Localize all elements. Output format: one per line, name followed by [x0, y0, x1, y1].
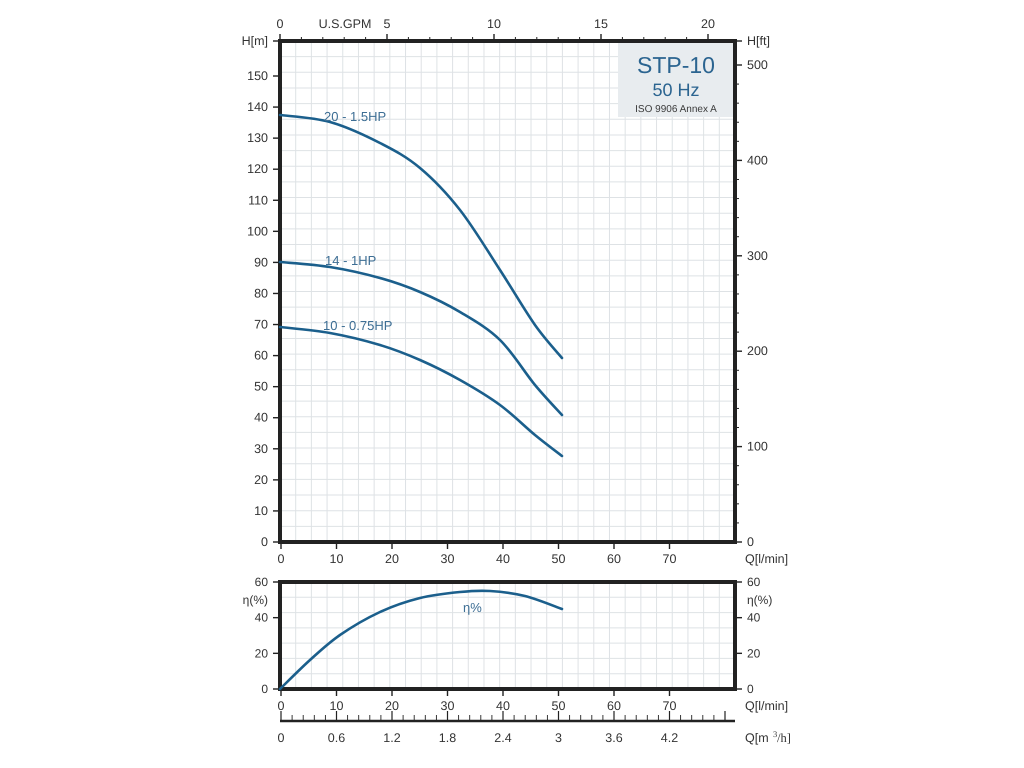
svg-text:110: 110 [248, 193, 268, 207]
svg-text:ISO 9906 Annex A: ISO 9906 Annex A [635, 104, 717, 115]
svg-text:20 - 1.5HP: 20 - 1.5HP [324, 109, 386, 124]
svg-text:4.2: 4.2 [661, 731, 678, 745]
svg-text:40: 40 [255, 611, 269, 625]
svg-text:500: 500 [747, 58, 768, 72]
svg-text:/h]: /h] [777, 731, 791, 745]
svg-text:60: 60 [747, 575, 761, 589]
svg-text:20: 20 [701, 17, 715, 31]
svg-text:2.4: 2.4 [494, 731, 511, 745]
svg-text:0.6: 0.6 [328, 731, 345, 745]
svg-text:300: 300 [747, 249, 768, 263]
svg-text:30: 30 [254, 442, 268, 456]
svg-text:70: 70 [663, 699, 677, 713]
svg-text:H[ft]: H[ft] [747, 34, 770, 48]
svg-text:80: 80 [254, 286, 268, 300]
svg-text:30: 30 [441, 699, 455, 713]
svg-text:10: 10 [330, 552, 344, 566]
svg-text:Q[l/min]: Q[l/min] [745, 699, 788, 713]
svg-text:1.8: 1.8 [439, 731, 456, 745]
svg-text:60: 60 [607, 699, 621, 713]
svg-text:70: 70 [254, 318, 268, 332]
svg-text:40: 40 [496, 552, 510, 566]
svg-text:30: 30 [441, 552, 455, 566]
svg-text:0: 0 [261, 535, 268, 549]
svg-text:η%: η% [463, 600, 482, 615]
svg-text:0: 0 [261, 682, 268, 696]
svg-text:100: 100 [247, 224, 268, 238]
svg-text:10 - 0.75HP: 10 - 0.75HP [323, 318, 392, 333]
svg-text:50 Hz: 50 Hz [652, 80, 699, 100]
svg-text:0: 0 [278, 552, 285, 566]
svg-text:20: 20 [385, 552, 399, 566]
svg-text:40: 40 [254, 411, 268, 425]
svg-text:200: 200 [747, 344, 768, 358]
svg-text:40: 40 [496, 699, 510, 713]
svg-text:140: 140 [247, 100, 268, 114]
svg-text:10: 10 [330, 699, 344, 713]
svg-text:20: 20 [385, 699, 399, 713]
svg-text:60: 60 [255, 575, 269, 589]
svg-text:20: 20 [254, 473, 268, 487]
svg-text:150: 150 [247, 69, 268, 83]
svg-text:14 - 1HP: 14 - 1HP [325, 253, 376, 268]
svg-text:40: 40 [747, 611, 761, 625]
svg-text:5: 5 [384, 17, 391, 31]
svg-text:0: 0 [277, 17, 284, 31]
svg-text:3: 3 [555, 731, 562, 745]
svg-text:15: 15 [594, 17, 608, 31]
svg-text:130: 130 [247, 131, 268, 145]
svg-text:Q[l/min]: Q[l/min] [745, 552, 788, 566]
svg-text:U.S.GPM: U.S.GPM [319, 17, 372, 31]
svg-text:100: 100 [747, 440, 768, 454]
svg-text:60: 60 [607, 552, 621, 566]
svg-text:H[m]: H[m] [242, 34, 268, 48]
svg-text:0: 0 [747, 682, 754, 696]
svg-text:10: 10 [487, 17, 501, 31]
svg-text:120: 120 [247, 162, 268, 176]
svg-text:50: 50 [552, 552, 566, 566]
svg-text:0: 0 [747, 535, 754, 549]
svg-text:0: 0 [278, 731, 285, 745]
svg-text:1.2: 1.2 [383, 731, 400, 745]
svg-text:70: 70 [663, 552, 677, 566]
svg-text:50: 50 [552, 699, 566, 713]
svg-text:50: 50 [254, 380, 268, 394]
svg-text:20: 20 [747, 646, 761, 660]
svg-text:20: 20 [255, 646, 269, 660]
svg-text:10: 10 [254, 504, 268, 518]
svg-text:0: 0 [278, 699, 285, 713]
svg-text:90: 90 [254, 255, 268, 269]
svg-text:3.6: 3.6 [605, 731, 622, 745]
svg-text:Q[m: Q[m [745, 731, 769, 745]
svg-text:η(%): η(%) [747, 593, 772, 607]
svg-text:400: 400 [747, 153, 768, 167]
svg-text:STP-10: STP-10 [637, 52, 715, 78]
svg-text:η(%): η(%) [243, 593, 268, 607]
svg-text:60: 60 [254, 349, 268, 363]
